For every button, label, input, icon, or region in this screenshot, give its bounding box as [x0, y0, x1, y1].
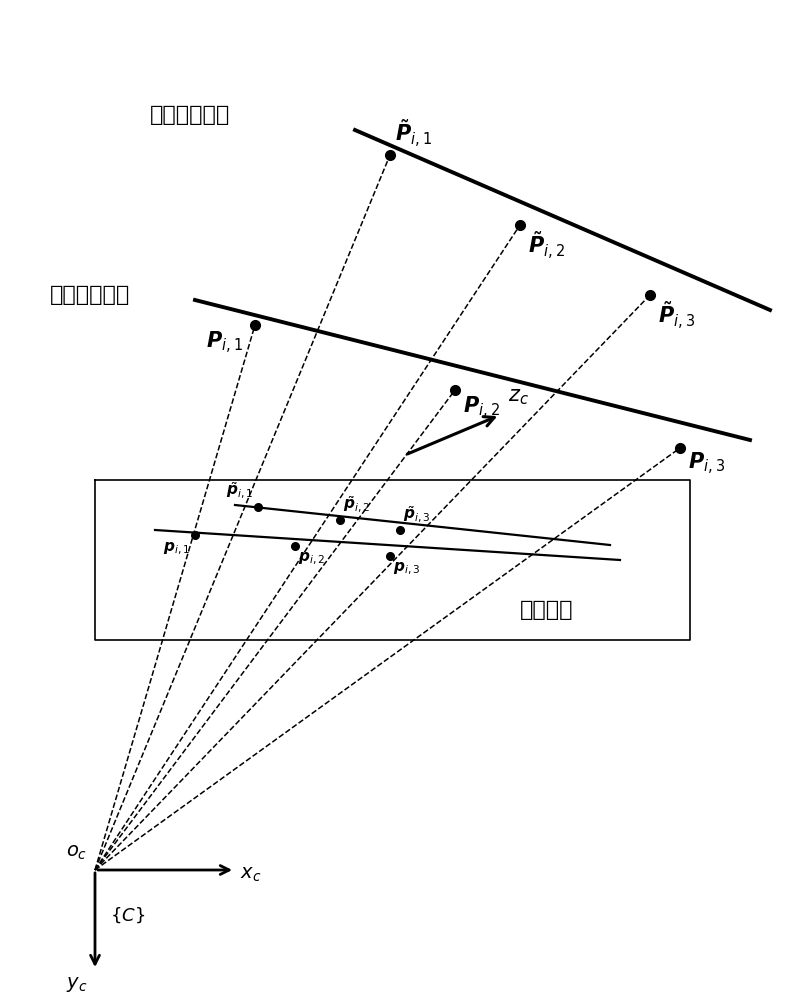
Text: $\boldsymbol{P}_{i,3}$: $\boldsymbol{P}_{i,3}$: [688, 451, 725, 477]
Text: $\boldsymbol{P}_{i,1}$: $\boldsymbol{P}_{i,1}$: [206, 330, 243, 356]
Text: $\{C\}$: $\{C\}$: [110, 905, 145, 925]
Text: $\tilde{\boldsymbol{P}}_{i,3}$: $\tilde{\boldsymbol{P}}_{i,3}$: [658, 300, 695, 332]
Text: $\boldsymbol{P}_{i,2}$: $\boldsymbol{P}_{i,2}$: [463, 395, 500, 421]
Text: $z_c$: $z_c$: [508, 387, 529, 407]
Text: $x_c$: $x_c$: [240, 865, 261, 884]
Text: $\tilde{\boldsymbol{P}}_{i,1}$: $\tilde{\boldsymbol{P}}_{i,1}$: [395, 118, 432, 150]
Text: $\tilde{\boldsymbol{p}}_{i,3}$: $\tilde{\boldsymbol{p}}_{i,3}$: [403, 505, 430, 525]
Text: $\boldsymbol{p}_{i,3}$: $\boldsymbol{p}_{i,3}$: [393, 561, 420, 577]
Text: $\boldsymbol{p}_{i,1}$: $\boldsymbol{p}_{i,1}$: [163, 541, 190, 557]
Text: $o_c$: $o_c$: [66, 843, 87, 862]
Text: $\tilde{\boldsymbol{p}}_{i,1}$: $\tilde{\boldsymbol{p}}_{i,1}$: [226, 481, 253, 501]
Text: $\tilde{\boldsymbol{p}}_{i,2}$: $\tilde{\boldsymbol{p}}_{i,2}$: [343, 495, 371, 515]
Text: $\boldsymbol{p}_{i,2}$: $\boldsymbol{p}_{i,2}$: [298, 551, 325, 567]
Text: $\tilde{\boldsymbol{P}}_{i,2}$: $\tilde{\boldsymbol{P}}_{i,2}$: [528, 230, 565, 262]
Text: 一维靶标实像: 一维靶标实像: [50, 285, 131, 305]
Text: $y_c$: $y_c$: [65, 975, 87, 994]
Text: 图像平面: 图像平面: [520, 600, 574, 620]
Text: 一维靶标虚像: 一维靶标虚像: [150, 105, 231, 125]
